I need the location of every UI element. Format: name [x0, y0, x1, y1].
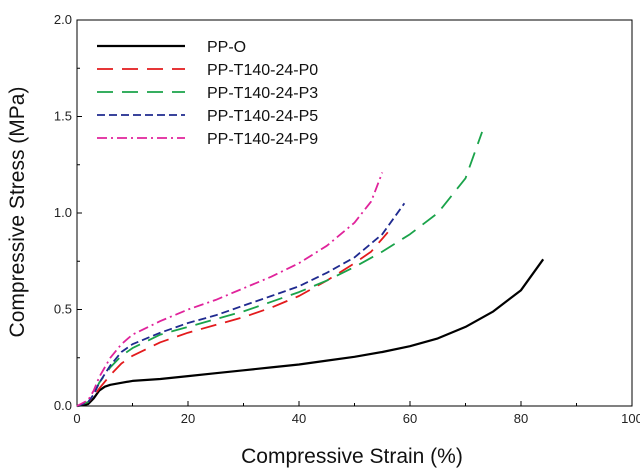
x-axis-title: Compressive Strain (%) [241, 445, 463, 468]
series-layer [76, 131, 545, 408]
legend-label-2: PP-T140-24-P0 [207, 62, 318, 79]
series-line-4 [76, 202, 406, 407]
x-tick-label: 0 [73, 411, 80, 426]
x-tick-label: 40 [292, 411, 306, 426]
legend-label-4: PP-T140-24-P5 [207, 108, 318, 125]
x-tick-label: 100 [621, 411, 640, 426]
legend-label-3: PP-T140-24-P3 [207, 85, 318, 102]
y-tick-label: 0.5 [54, 302, 72, 317]
x-tick-label: 20 [181, 411, 195, 426]
legend-label-5: PP-T140-24-P9 [207, 131, 318, 148]
y-axis-title: Compressive Stress (MPa) [6, 87, 29, 338]
x-tick-label: 60 [403, 411, 417, 426]
y-axis-ticks: 0.0 0.5 1.0 1.5 2.0 [54, 12, 82, 413]
y-tick-label: 2.0 [54, 12, 72, 27]
y-tick-label: 1.0 [54, 205, 72, 220]
series-line-2 [76, 231, 389, 407]
series-line-1 [76, 258, 545, 408]
x-tick-label: 80 [514, 411, 528, 426]
y-tick-label: 1.5 [54, 109, 72, 124]
y-tick-label: 0.0 [54, 398, 72, 413]
legend: PP-O PP-T140-24-P0 PP-T140-24-P3 PP-T140-24… [97, 39, 318, 148]
x-axis-ticks: 0 20 40 60 80 100 [73, 401, 640, 426]
legend-label-1: PP-O [207, 39, 246, 56]
